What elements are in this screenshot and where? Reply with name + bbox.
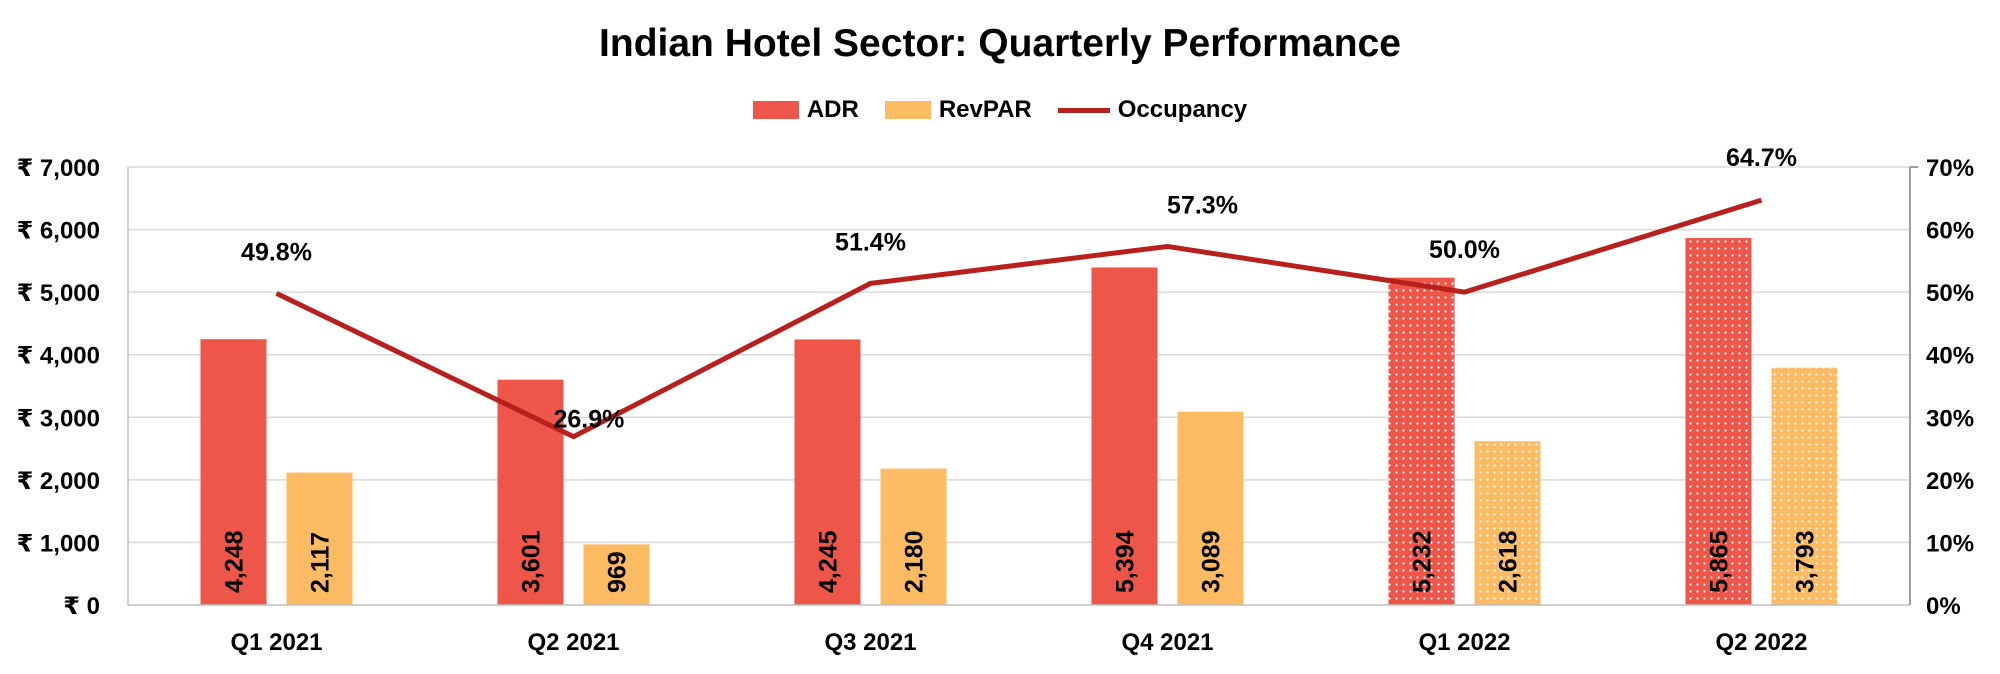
line-label-occupancy: 57.3% [1167, 191, 1238, 219]
y-right-tick-label: 10% [1926, 530, 1974, 557]
bar-label-adr: 3,601 [518, 530, 546, 593]
x-tick-label: Q1 2021 [230, 629, 322, 656]
y-right-tick-label: 30% [1926, 405, 1974, 432]
bar-label-adr: 5,394 [1112, 530, 1140, 593]
y-left-tick-label: ₹ 5,000 [17, 280, 100, 307]
y-right-tick-label: 20% [1926, 468, 1974, 495]
bar-adr [1388, 277, 1455, 605]
bar-adr [794, 339, 861, 605]
y-left-tick-label: ₹ 6,000 [17, 218, 100, 245]
bar-label-revpar: 2,117 [307, 532, 335, 593]
x-tick-label: Q2 2022 [1715, 629, 1807, 656]
bar-label-revpar: 3,089 [1198, 530, 1226, 593]
chart-title: Indian Hotel Sector: Quarterly Performan… [599, 22, 1401, 65]
y-left-tick-label: ₹ 3,000 [17, 405, 100, 432]
line-layer [275, 197, 1763, 440]
bar-adr [1091, 267, 1158, 605]
bar-label-revpar: 2,180 [901, 530, 929, 593]
bar-revpar [1474, 441, 1541, 605]
legend-label-revpar: RevPAR [938, 96, 1032, 123]
legend-swatch-revpar [884, 101, 931, 119]
bar-adr [1685, 238, 1752, 606]
y-left-tick-label: ₹ 0 [63, 593, 100, 620]
y-left-tick-label: ₹ 4,000 [17, 343, 100, 370]
bar-revpar [286, 472, 353, 605]
y-left-tick-label: ₹ 1,000 [17, 530, 100, 557]
y-right-tick-label: 50% [1926, 280, 1974, 307]
x-tick-label: Q1 2022 [1418, 629, 1510, 656]
chart-legend: ADR RevPAR Occupancy [0, 96, 2000, 124]
bar-label-revpar: 3,793 [1792, 530, 1820, 593]
bar-revpar [1771, 367, 1838, 605]
bar-label-adr: 4,245 [815, 530, 843, 593]
line-label-occupancy: 50.0% [1429, 236, 1500, 264]
label-layer: 4,248 2,117 3,601 969 4,245 2,180 5,394 3,089 5,… [221, 144, 1820, 593]
bar-layer [200, 238, 1838, 606]
y-right-tick-label: 0% [1926, 593, 1961, 620]
bar-label-adr: 5,865 [1706, 530, 1734, 593]
x-tick-label: Q2 2021 [527, 629, 619, 656]
line-occupancy [275, 197, 1763, 440]
legend-swatch-occupancy [1057, 107, 1110, 113]
line-label-occupancy: 64.7% [1726, 144, 1797, 172]
bar-label-revpar: 2,618 [1495, 530, 1523, 593]
bar-label-adr: 4,248 [221, 530, 249, 593]
x-tick-label: Q4 2021 [1121, 629, 1213, 656]
bar-label-revpar: 969 [604, 551, 632, 593]
legend-item-occupancy: Occupancy [1057, 96, 1248, 124]
bar-adr [200, 339, 267, 605]
y-right-tick-label: 60% [1926, 218, 1974, 245]
y-left-tick-label: ₹ 2,000 [17, 468, 100, 495]
y-right-tick-label: 70% [1926, 155, 1974, 182]
bar-revpar [1177, 411, 1244, 605]
line-label-occupancy: 49.8% [241, 238, 312, 266]
y-left-tick-label: ₹ 7,000 [17, 155, 100, 182]
y-right-tick-label: 40% [1926, 343, 1974, 370]
bar-revpar [583, 544, 650, 605]
bar-revpar [880, 468, 947, 605]
line-label-occupancy: 26.9% [554, 406, 625, 434]
bar-label-adr: 5,232 [1409, 530, 1437, 593]
x-tick-label: Q3 2021 [824, 629, 916, 656]
legend-label-adr: ADR [806, 96, 859, 123]
legend-label-occupancy: Occupancy [1117, 96, 1248, 123]
legend-item-revpar: RevPAR [884, 96, 1032, 124]
grid-layer [128, 166, 1910, 544]
line-label-occupancy: 51.4% [835, 228, 906, 256]
legend-item-adr: ADR [752, 96, 859, 124]
legend-swatch-adr [752, 101, 799, 119]
axis-layer: ₹ 0 ₹ 1,000 ₹ 2,000 ₹ 3,000 ₹ 4,000 ₹ 5,000 ₹ … [17, 155, 1974, 656]
